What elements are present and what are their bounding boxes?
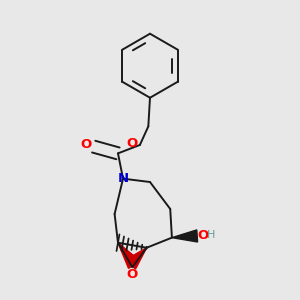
Polygon shape [118,243,140,268]
Text: O: O [127,268,138,281]
Text: N: N [118,172,129,185]
Polygon shape [126,248,147,269]
Text: O: O [198,229,209,242]
Polygon shape [172,230,198,242]
Text: O: O [81,138,92,152]
Text: H: H [206,230,215,240]
Text: O: O [127,137,138,150]
